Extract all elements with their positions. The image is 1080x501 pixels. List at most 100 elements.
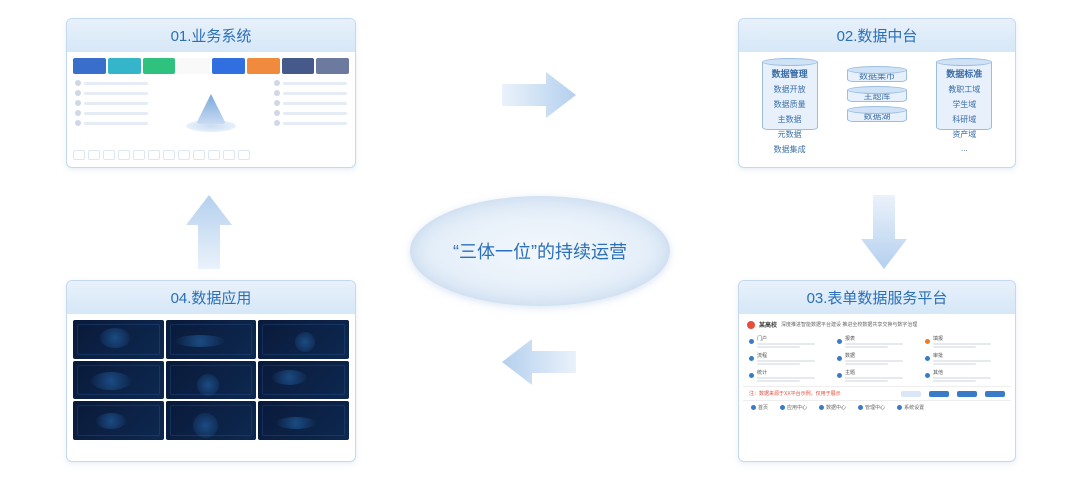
form-item-label: 主题 xyxy=(845,369,917,376)
form-bottom-nav: 首页 应用中心 数据中心 管理中心 系统设置 xyxy=(743,400,1011,414)
form-item-label: 流程 xyxy=(757,352,829,359)
card-04-data-application: 04.数据应用 xyxy=(66,280,356,462)
form-item-label: 其他 xyxy=(933,369,1005,376)
form-button-1[interactable] xyxy=(901,391,921,397)
card-04-title: 04.数据应用 xyxy=(67,281,355,314)
dashboard-footer-chips xyxy=(73,150,349,160)
cylinder-item: 教职工域 xyxy=(948,84,980,95)
cylinder-item: ... xyxy=(961,144,968,153)
flow-arrow-bottom xyxy=(500,335,578,389)
cylinder-header: 数据标准 xyxy=(946,67,982,80)
cylinder-data-lake: 数据湖 xyxy=(847,108,907,122)
form-bullet-icon xyxy=(837,373,842,378)
form-item[interactable]: 统计 xyxy=(749,369,829,382)
form-item[interactable]: 主题 xyxy=(837,369,917,382)
form-item-label: 统计 xyxy=(757,369,829,376)
form-item[interactable]: 填报 xyxy=(925,335,1005,348)
dashboard-left-list xyxy=(73,78,150,148)
form-button-4[interactable] xyxy=(985,391,1005,397)
form-bullet-icon xyxy=(925,356,930,361)
card-02-body: 数据管理数据开放数据质量主数据元数据数据集成 数据集市 主题库 数据湖 数据标准… xyxy=(739,52,1015,138)
card-03-form-platform: 03.表单数据服务平台 某高校 深度推进智能数据平台建设 推进全校数据共享交换与… xyxy=(738,280,1016,462)
dashboard-tile xyxy=(73,58,106,74)
flow-arrow-top xyxy=(500,68,578,122)
form-bullet-icon xyxy=(837,356,842,361)
form-bullet-icon xyxy=(837,339,842,344)
form-nav-item[interactable]: 数据中心 xyxy=(819,404,846,411)
center-text: “三体一位”的持续运营 xyxy=(453,238,627,264)
nav-label: 数据中心 xyxy=(826,404,846,411)
cylinder-item: 元数据 xyxy=(778,129,802,140)
dp-col-mid: 数据集市 主题库 数据湖 xyxy=(836,60,917,130)
nav-dot-icon xyxy=(819,405,824,410)
card-02-title: 02.数据中台 xyxy=(739,19,1015,52)
cylinder-item: 数据质量 xyxy=(774,99,806,110)
form-nav-item[interactable]: 首页 xyxy=(751,404,768,411)
form-item[interactable]: 审批 xyxy=(925,352,1005,365)
cylinder-item: 学生域 xyxy=(952,99,976,110)
form-bullet-icon xyxy=(925,339,930,344)
form-item[interactable]: 数据 xyxy=(837,352,917,365)
dashboard-tile xyxy=(212,58,245,74)
card-04-body xyxy=(67,314,355,446)
dashboard-center-visual xyxy=(150,78,271,148)
flow-arrow-right xyxy=(857,193,911,271)
form-bullet-icon xyxy=(749,339,754,344)
cylinder-header: 数据管理 xyxy=(772,67,808,80)
nav-dot-icon xyxy=(751,405,756,410)
form-item-label: 数据 xyxy=(845,352,917,359)
dashboard-tile xyxy=(177,58,210,74)
nav-label: 应用中心 xyxy=(787,404,807,411)
nav-label: 系统设置 xyxy=(904,404,924,411)
dark-dashboard-grid xyxy=(73,320,349,440)
card-02-data-platform: 02.数据中台 数据管理数据开放数据质量主数据元数据数据集成 数据集市 主题库 … xyxy=(738,18,1016,168)
form-item-label: 门户 xyxy=(757,335,829,342)
card-01-title: 01.业务系统 xyxy=(67,19,355,52)
form-button-2[interactable] xyxy=(929,391,949,397)
dashboard-tile xyxy=(247,58,280,74)
dashboard-tile xyxy=(143,58,176,74)
dashboard-tile xyxy=(282,58,315,74)
form-footer-note: 注：数据来源于XX平台示例，仅用于展示 xyxy=(749,390,841,397)
card-01-body xyxy=(67,52,355,166)
form-item-label: 填报 xyxy=(933,335,1005,342)
form-button-3[interactable] xyxy=(957,391,977,397)
dashboard-right-list xyxy=(272,78,349,148)
cylinder-data-management: 数据管理数据开放数据质量主数据元数据数据集成 xyxy=(762,60,818,130)
form-item-label: 审批 xyxy=(933,352,1005,359)
nav-dot-icon xyxy=(858,405,863,410)
nav-label: 管理中心 xyxy=(865,404,885,411)
form-item[interactable]: 其他 xyxy=(925,369,1005,382)
cylinder-item: 主数据 xyxy=(778,114,802,125)
dp-col-right: 数据标准教职工域学生域科研域资产域... xyxy=(924,60,1005,130)
card-03-title: 03.表单数据服务平台 xyxy=(739,281,1015,314)
nav-dot-icon xyxy=(780,405,785,410)
cylinder-item: 数据开放 xyxy=(774,84,806,95)
form-nav-item[interactable]: 管理中心 xyxy=(858,404,885,411)
form-item[interactable]: 门户 xyxy=(749,335,829,348)
dashboard-tile xyxy=(316,58,349,74)
form-item[interactable]: 流程 xyxy=(749,352,829,365)
dp-col-left: 数据管理数据开放数据质量主数据元数据数据集成 xyxy=(749,60,830,130)
flow-arrow-left xyxy=(182,193,236,271)
cylinder-subject-db: 主题库 xyxy=(847,88,907,102)
form-sub-text: 深度推进智能数据平台建设 推进全校数据共享交换与数字治理 xyxy=(781,321,917,328)
form-nav-item[interactable]: 系统设置 xyxy=(897,404,924,411)
form-item[interactable]: 报表 xyxy=(837,335,917,348)
form-items-grid: 门户 报表 填报流程 数据 审批统计 主题 其他 xyxy=(743,331,1011,386)
form-nav-item[interactable]: 应用中心 xyxy=(780,404,807,411)
cylinder-item: 数据集成 xyxy=(774,144,806,155)
form-header-text: 某高校 xyxy=(759,320,777,329)
form-logo-icon xyxy=(747,321,755,329)
form-bullet-icon xyxy=(925,373,930,378)
dashboard-tile xyxy=(108,58,141,74)
cylinder-data-mart: 数据集市 xyxy=(847,68,907,82)
card-03-body: 某高校 深度推进智能数据平台建设 推进全校数据共享交换与数字治理 门户 报表 填报流… xyxy=(739,314,1015,418)
card-01-business-system: 01.业务系统 xyxy=(66,18,356,168)
cylinder-item: 资产域 xyxy=(952,129,976,140)
cylinder-data-standard: 数据标准教职工域学生域科研域资产域... xyxy=(936,60,992,130)
cylinder-item: 科研域 xyxy=(952,114,976,125)
nav-label: 首页 xyxy=(758,404,768,411)
center-ellipse: “三体一位”的持续运营 xyxy=(410,196,670,306)
dashboard-metric-tiles xyxy=(73,58,349,74)
